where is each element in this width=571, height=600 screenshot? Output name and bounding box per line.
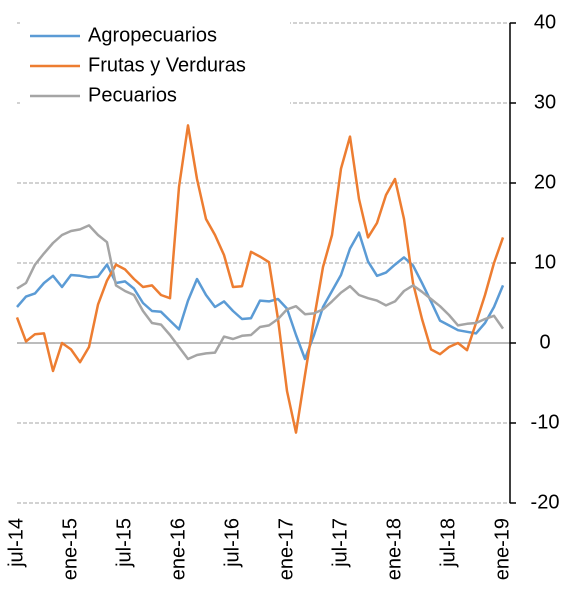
x-tick-label: ene-19 [491,518,513,580]
x-tick-label: jul-17 [329,518,351,568]
data-line [16,231,505,361]
y-tick-label: 20 [534,171,556,193]
x-tick-label: jul-18 [437,518,459,568]
data-line [16,224,505,361]
x-tick-label: ene-17 [275,518,297,580]
y-tick-label: 10 [534,251,556,273]
y-tick-label: -10 [531,411,560,433]
x-tick-label: ene-15 [59,518,81,580]
legend-label: Pecuarios [88,84,177,106]
y-tick-label: 30 [534,91,556,113]
legend-label: Frutas y Verduras [88,54,246,76]
x-tick-label: jul-16 [221,518,243,568]
x-tick-label: ene-18 [383,518,405,580]
data-line [15,124,505,434]
y-tick-label: 0 [539,331,550,353]
y-tick-label: -20 [531,491,560,513]
y-tick-label: 40 [534,11,556,33]
x-tick-label: jul-15 [113,518,135,568]
x-tick-label: ene-16 [167,518,189,580]
x-tick-label: jul-14 [5,518,27,568]
legend-label: Agropecuarios [88,24,217,46]
